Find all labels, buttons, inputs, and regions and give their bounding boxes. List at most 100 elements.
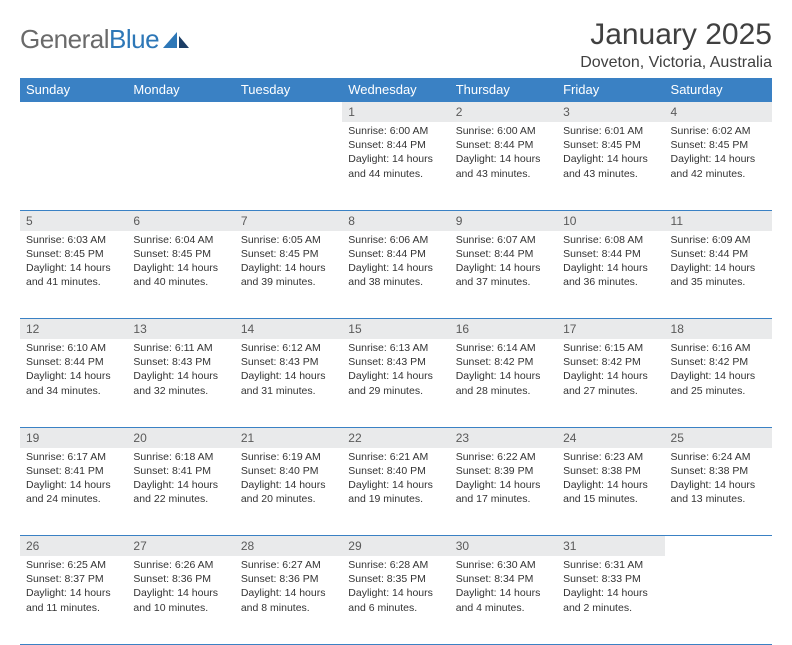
day-ss: Sunset: 8:36 PM bbox=[241, 572, 336, 586]
day-ss: Sunset: 8:34 PM bbox=[456, 572, 551, 586]
day-number-cell bbox=[20, 102, 127, 123]
day-sr: Sunrise: 6:06 AM bbox=[348, 233, 443, 247]
day-number-cell: 28 bbox=[235, 536, 342, 557]
day-number-cell: 30 bbox=[450, 536, 557, 557]
day-number-cell bbox=[127, 102, 234, 123]
day-d1: Daylight: 14 hours bbox=[133, 369, 228, 383]
day-number-cell: 6 bbox=[127, 210, 234, 231]
logo-part1: General bbox=[20, 24, 109, 54]
weekday-header: Saturday bbox=[665, 78, 772, 102]
day-d2: and 19 minutes. bbox=[348, 492, 443, 506]
day-d1: Daylight: 14 hours bbox=[563, 586, 658, 600]
day-number-cell: 15 bbox=[342, 319, 449, 340]
header: GeneralBlue January 2025 Doveton, Victor… bbox=[20, 18, 772, 72]
day-number-row: 262728293031 bbox=[20, 536, 772, 557]
day-ss: Sunset: 8:42 PM bbox=[671, 355, 766, 369]
day-body-row: Sunrise: 6:17 AMSunset: 8:41 PMDaylight:… bbox=[20, 448, 772, 536]
day-sr: Sunrise: 6:24 AM bbox=[671, 450, 766, 464]
day-sr: Sunrise: 6:31 AM bbox=[563, 558, 658, 572]
day-body-cell: Sunrise: 6:21 AMSunset: 8:40 PMDaylight:… bbox=[342, 448, 449, 536]
day-d2: and 4 minutes. bbox=[456, 601, 551, 615]
day-d2: and 27 minutes. bbox=[563, 384, 658, 398]
day-number-cell: 10 bbox=[557, 210, 664, 231]
day-d1: Daylight: 14 hours bbox=[671, 152, 766, 166]
day-d2: and 10 minutes. bbox=[133, 601, 228, 615]
day-number-row: 19202122232425 bbox=[20, 427, 772, 448]
day-number-cell: 11 bbox=[665, 210, 772, 231]
day-sr: Sunrise: 6:18 AM bbox=[133, 450, 228, 464]
day-d1: Daylight: 14 hours bbox=[241, 586, 336, 600]
day-number-cell: 24 bbox=[557, 427, 664, 448]
day-d2: and 29 minutes. bbox=[348, 384, 443, 398]
day-number-cell: 21 bbox=[235, 427, 342, 448]
day-number-cell: 12 bbox=[20, 319, 127, 340]
day-d1: Daylight: 14 hours bbox=[133, 478, 228, 492]
day-body-cell: Sunrise: 6:26 AMSunset: 8:36 PMDaylight:… bbox=[127, 556, 234, 644]
day-d2: and 28 minutes. bbox=[456, 384, 551, 398]
day-d1: Daylight: 14 hours bbox=[456, 369, 551, 383]
day-body-cell: Sunrise: 6:07 AMSunset: 8:44 PMDaylight:… bbox=[450, 231, 557, 319]
day-number-cell: 31 bbox=[557, 536, 664, 557]
day-sr: Sunrise: 6:00 AM bbox=[456, 124, 551, 138]
day-sr: Sunrise: 6:00 AM bbox=[348, 124, 443, 138]
day-number-cell: 27 bbox=[127, 536, 234, 557]
weekday-header: Thursday bbox=[450, 78, 557, 102]
day-d2: and 24 minutes. bbox=[26, 492, 121, 506]
day-body-cell: Sunrise: 6:24 AMSunset: 8:38 PMDaylight:… bbox=[665, 448, 772, 536]
day-sr: Sunrise: 6:11 AM bbox=[133, 341, 228, 355]
day-body-cell: Sunrise: 6:25 AMSunset: 8:37 PMDaylight:… bbox=[20, 556, 127, 644]
weekday-header: Monday bbox=[127, 78, 234, 102]
day-d1: Daylight: 14 hours bbox=[348, 478, 443, 492]
day-body-cell: Sunrise: 6:19 AMSunset: 8:40 PMDaylight:… bbox=[235, 448, 342, 536]
day-number-cell: 18 bbox=[665, 319, 772, 340]
day-ss: Sunset: 8:45 PM bbox=[563, 138, 658, 152]
calendar-body: 12 34 Sunrise: 6:00 AMSunset: 8:44 PMDayli… bbox=[20, 102, 772, 645]
day-number-cell: 16 bbox=[450, 319, 557, 340]
logo-text: GeneralBlue bbox=[20, 24, 159, 55]
day-number-cell: 3 bbox=[557, 102, 664, 123]
day-body-cell: Sunrise: 6:17 AMSunset: 8:41 PMDaylight:… bbox=[20, 448, 127, 536]
day-sr: Sunrise: 6:02 AM bbox=[671, 124, 766, 138]
day-body-cell: Sunrise: 6:12 AMSunset: 8:43 PMDaylight:… bbox=[235, 339, 342, 427]
day-sr: Sunrise: 6:30 AM bbox=[456, 558, 551, 572]
day-d2: and 2 minutes. bbox=[563, 601, 658, 615]
day-body-row: Sunrise: 6:10 AMSunset: 8:44 PMDaylight:… bbox=[20, 339, 772, 427]
day-d2: and 6 minutes. bbox=[348, 601, 443, 615]
day-d1: Daylight: 14 hours bbox=[348, 369, 443, 383]
weekday-header: Sunday bbox=[20, 78, 127, 102]
day-d1: Daylight: 14 hours bbox=[456, 152, 551, 166]
day-d2: and 31 minutes. bbox=[241, 384, 336, 398]
day-d2: and 36 minutes. bbox=[563, 275, 658, 289]
day-d1: Daylight: 14 hours bbox=[671, 261, 766, 275]
day-d1: Daylight: 14 hours bbox=[671, 478, 766, 492]
logo: GeneralBlue bbox=[20, 24, 189, 55]
day-number-cell: 26 bbox=[20, 536, 127, 557]
day-number-cell bbox=[665, 536, 772, 557]
day-number-cell: 5 bbox=[20, 210, 127, 231]
day-ss: Sunset: 8:36 PM bbox=[133, 572, 228, 586]
day-d2: and 32 minutes. bbox=[133, 384, 228, 398]
day-d1: Daylight: 14 hours bbox=[26, 369, 121, 383]
day-number-cell: 4 bbox=[665, 102, 772, 123]
day-d2: and 15 minutes. bbox=[563, 492, 658, 506]
day-ss: Sunset: 8:38 PM bbox=[671, 464, 766, 478]
day-number-cell: 8 bbox=[342, 210, 449, 231]
day-body-row: Sunrise: 6:00 AMSunset: 8:44 PMDaylight:… bbox=[20, 122, 772, 210]
day-sr: Sunrise: 6:19 AM bbox=[241, 450, 336, 464]
day-sr: Sunrise: 6:12 AM bbox=[241, 341, 336, 355]
day-d1: Daylight: 14 hours bbox=[563, 261, 658, 275]
day-sr: Sunrise: 6:03 AM bbox=[26, 233, 121, 247]
day-d2: and 11 minutes. bbox=[26, 601, 121, 615]
day-ss: Sunset: 8:41 PM bbox=[133, 464, 228, 478]
day-number-cell: 25 bbox=[665, 427, 772, 448]
day-body-cell: Sunrise: 6:04 AMSunset: 8:45 PMDaylight:… bbox=[127, 231, 234, 319]
day-sr: Sunrise: 6:27 AM bbox=[241, 558, 336, 572]
day-d2: and 20 minutes. bbox=[241, 492, 336, 506]
day-body-cell: Sunrise: 6:00 AMSunset: 8:44 PMDaylight:… bbox=[450, 122, 557, 210]
day-ss: Sunset: 8:45 PM bbox=[26, 247, 121, 261]
day-d2: and 39 minutes. bbox=[241, 275, 336, 289]
calendar-table: SundayMondayTuesdayWednesdayThursdayFrid… bbox=[20, 78, 772, 645]
day-d2: and 40 minutes. bbox=[133, 275, 228, 289]
day-number-cell: 14 bbox=[235, 319, 342, 340]
day-sr: Sunrise: 6:10 AM bbox=[26, 341, 121, 355]
